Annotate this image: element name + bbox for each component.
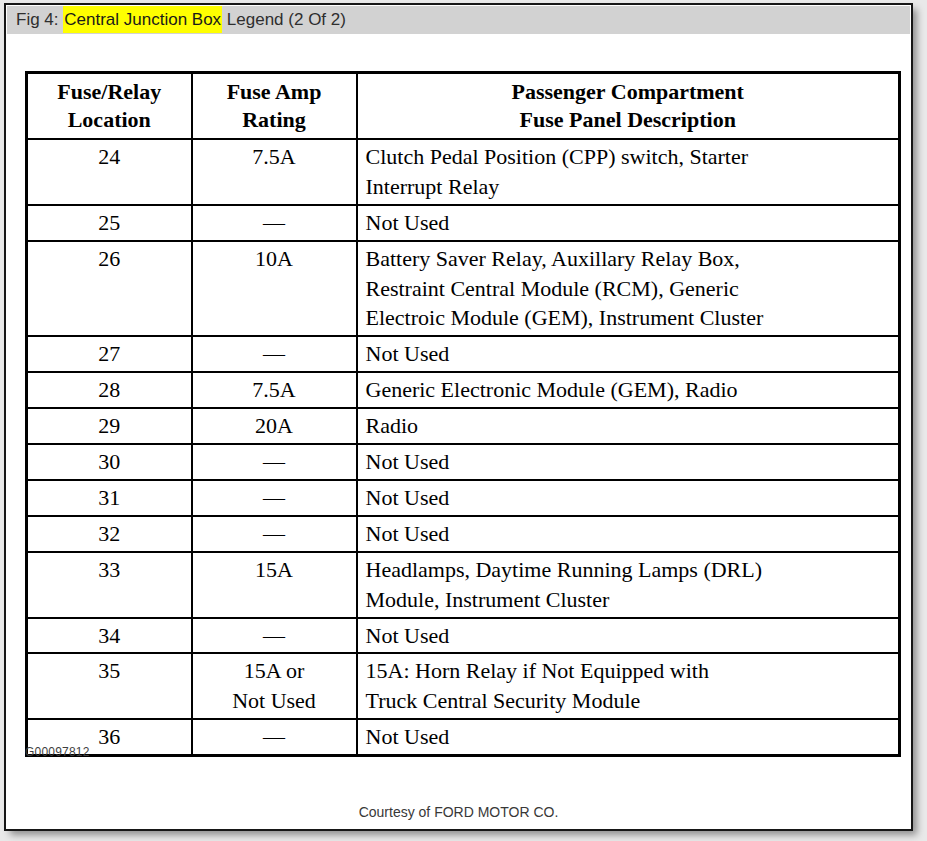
- figure-title-prefix: Fig 4:: [16, 10, 63, 29]
- table-row: 30 — Not Used: [27, 444, 900, 480]
- fuse-location-cell: 32: [27, 516, 192, 552]
- fuse-rating-cell: —: [192, 205, 357, 241]
- fuse-location-cell: 24: [27, 139, 192, 205]
- fuse-location-cell: 25: [27, 205, 192, 241]
- fuse-rating-cell: 7.5A: [192, 139, 357, 205]
- search-highlight: Central Junction Box: [63, 6, 222, 33]
- table-row: 25 — Not Used: [27, 205, 900, 241]
- fuse-table-header: Fuse/Relay Location Fuse Amp Rating Pass…: [27, 73, 900, 139]
- fuse-location-cell: 30: [27, 444, 192, 480]
- fuse-rating-cell: —: [192, 516, 357, 552]
- table-row: 24 7.5A Clutch Pedal Position (CPP) swit…: [27, 139, 900, 205]
- courtesy-credit: Courtesy of FORD MOTOR CO.: [6, 804, 911, 820]
- table-row: 27 — Not Used: [27, 336, 900, 372]
- fuse-description-cell: Not Used: [357, 618, 900, 654]
- fuse-rating-cell: —: [192, 480, 357, 516]
- fuse-legend-table: Fuse/Relay Location Fuse Amp Rating Pass…: [25, 71, 901, 757]
- fuse-description-cell: Clutch Pedal Position (CPP) switch, Star…: [357, 139, 900, 205]
- figure-title-bar: Fig 4: Central Junction Box Legend (2 Of…: [7, 6, 910, 34]
- table-row: 31 — Not Used: [27, 480, 900, 516]
- fuse-rating-cell: —: [192, 719, 357, 755]
- fuse-location-cell: 27: [27, 336, 192, 372]
- figure-title-suffix: Legend (2 Of 2): [222, 10, 346, 29]
- table-row: 33 15A Headlamps, Daytime Running Lamps …: [27, 552, 900, 618]
- fuse-rating-cell: —: [192, 618, 357, 654]
- fuse-description-cell: Not Used: [357, 719, 900, 755]
- fuse-rating-cell: —: [192, 336, 357, 372]
- fuse-location-cell: 26: [27, 241, 192, 337]
- fuse-description-cell: Not Used: [357, 444, 900, 480]
- fuse-rating-cell: 15A or Not Used: [192, 653, 357, 719]
- table-row: 35 15A or Not Used 15A: Horn Relay if No…: [27, 653, 900, 719]
- table-row: 29 20A Radio: [27, 408, 900, 444]
- fuse-location-cell: 35: [27, 653, 192, 719]
- header-panel-description: Passenger Compartment Fuse Panel Descrip…: [357, 73, 900, 139]
- table-row: 32 — Not Used: [27, 516, 900, 552]
- fuse-description-cell: Not Used: [357, 205, 900, 241]
- table-row: 28 7.5A Generic Electronic Module (GEM),…: [27, 372, 900, 408]
- fuse-description-cell: Radio: [357, 408, 900, 444]
- table-row: 36 — Not Used: [27, 719, 900, 755]
- header-row: Fuse/Relay Location Fuse Amp Rating Pass…: [27, 73, 900, 139]
- fuse-description-cell: 15A: Horn Relay if Not Equipped with Tru…: [357, 653, 900, 719]
- fuse-rating-cell: 15A: [192, 552, 357, 618]
- table-row: 34 — Not Used: [27, 618, 900, 654]
- fuse-location-cell: 29: [27, 408, 192, 444]
- fuse-description-cell: Not Used: [357, 516, 900, 552]
- fuse-location-cell: 28: [27, 372, 192, 408]
- fuse-description-cell: Not Used: [357, 480, 900, 516]
- fuse-rating-cell: 20A: [192, 408, 357, 444]
- fuse-description-cell: Generic Electronic Module (GEM), Radio: [357, 372, 900, 408]
- fuse-location-cell: 33: [27, 552, 192, 618]
- fuse-rating-cell: —: [192, 444, 357, 480]
- fuse-description-cell: Battery Saver Relay, Auxillary Relay Box…: [357, 241, 900, 337]
- table-row: 26 10A Battery Saver Relay, Auxillary Re…: [27, 241, 900, 337]
- fuse-rating-cell: 7.5A: [192, 372, 357, 408]
- header-fuse-amp-rating: Fuse Amp Rating: [192, 73, 357, 139]
- document-page: Fig 4: Central Junction Box Legend (2 Of…: [4, 3, 913, 831]
- fuse-table-body: 24 7.5A Clutch Pedal Position (CPP) swit…: [27, 139, 900, 756]
- fuse-description-cell: Not Used: [357, 336, 900, 372]
- figure-id-code: G00097812: [25, 745, 90, 759]
- fuse-location-cell: 34: [27, 618, 192, 654]
- fuse-rating-cell: 10A: [192, 241, 357, 337]
- screenshot-canvas: Fig 4: Central Junction Box Legend (2 Of…: [0, 0, 927, 841]
- fuse-description-cell: Headlamps, Daytime Running Lamps (DRL) M…: [357, 552, 900, 618]
- header-fuse-relay-location: Fuse/Relay Location: [27, 73, 192, 139]
- fuse-location-cell: 31: [27, 480, 192, 516]
